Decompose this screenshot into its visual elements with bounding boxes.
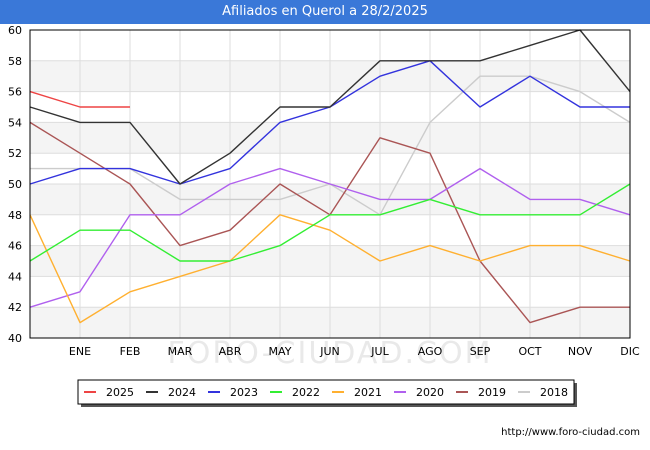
x-tick-label: MAY	[269, 345, 292, 358]
series-line-2021	[29, 214, 631, 324]
legend-label: 2023	[230, 386, 258, 399]
y-tick-label: 40	[8, 332, 22, 345]
y-axis-ticks: 40 42 44 46 48 50 52 54 56 58 60	[8, 24, 22, 345]
x-tick-label: AGO	[418, 345, 443, 358]
plot-area-border	[29, 29, 631, 339]
legend-label: 2018	[540, 386, 568, 399]
x-tick-label: DIC	[620, 345, 640, 358]
x-tick-label: JUN	[319, 345, 340, 358]
y-tick-label: 46	[8, 240, 22, 253]
series-line-2020	[29, 167, 631, 308]
series-lines	[29, 29, 631, 324]
x-tick-label: FEB	[120, 345, 141, 358]
y-tick-label: 56	[8, 86, 22, 99]
y-tick-label: 50	[8, 178, 22, 191]
legend-label: 2019	[478, 386, 506, 399]
y-tick-label: 44	[8, 270, 22, 283]
series-line-2022	[29, 183, 631, 262]
legend-label: 2024	[168, 386, 196, 399]
legend-label: 2025	[106, 386, 134, 399]
x-tick-label: NOV	[568, 345, 593, 358]
legend-label: 2021	[354, 386, 382, 399]
legend-label: 2020	[416, 386, 444, 399]
y-tick-label: 52	[8, 147, 22, 160]
x-tick-label: ENE	[69, 345, 91, 358]
x-axis-ticks: ENE FEB MAR ABR MAY JUN JUL AGO SEP OCT NOV DIC	[69, 345, 640, 358]
y-tick-label: 48	[8, 209, 22, 222]
legend: 2025 2024 2023 2022 2021 2020 2019 2018	[77, 379, 577, 407]
legend-box	[77, 379, 575, 405]
watermark-text: FORO-CIUDAD.COM	[168, 336, 493, 371]
series-line-2024	[29, 29, 631, 185]
x-tick-label: JUL	[370, 345, 389, 358]
y-tick-label: 54	[8, 116, 22, 129]
legend-label: 2022	[292, 386, 320, 399]
y-tick-label: 42	[8, 301, 22, 314]
source-url: http://www.foro-ciudad.com	[501, 427, 640, 438]
y-tick-label: 60	[8, 24, 22, 37]
series-line-2025	[29, 90, 130, 108]
chart-title: Afiliados en Querol a 28/2/2025	[0, 0, 650, 24]
x-tick-label: OCT	[518, 345, 541, 358]
x-tick-label: ABR	[219, 345, 242, 358]
y-tick-label: 58	[8, 55, 22, 68]
x-tick-label: MAR	[168, 345, 193, 358]
x-tick-label: SEP	[470, 345, 491, 358]
